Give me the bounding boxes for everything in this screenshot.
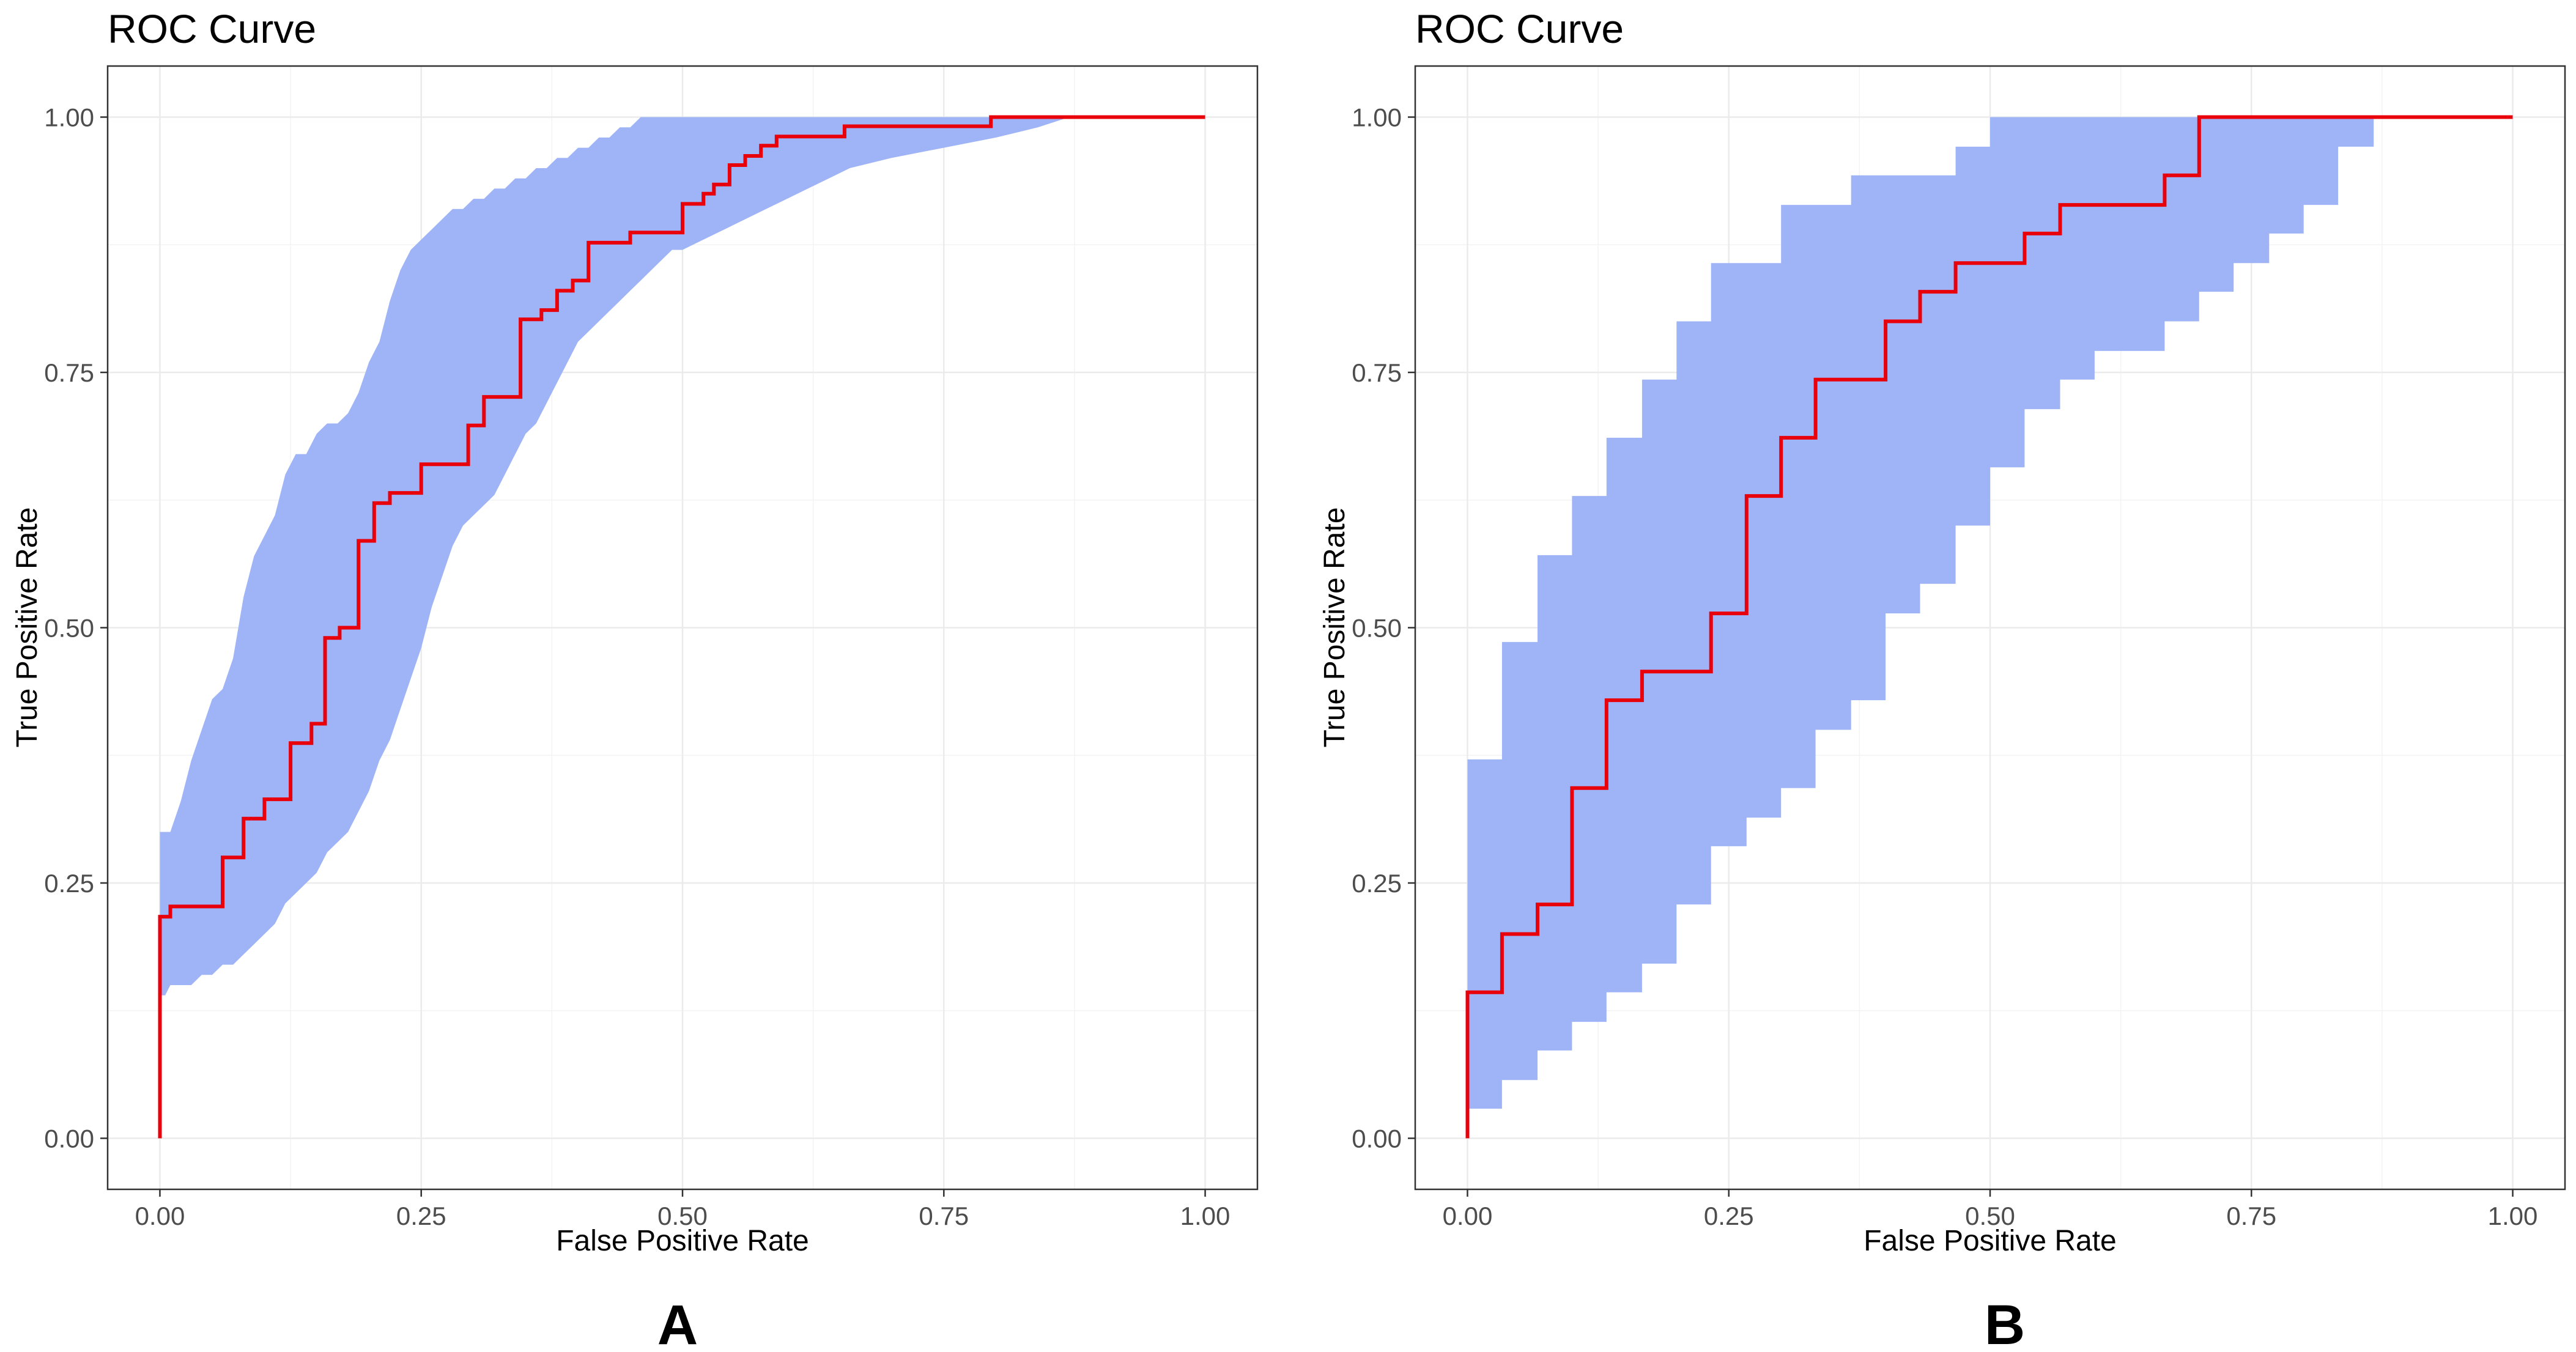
panel-b-roc-line [1465, 115, 2513, 1139]
x-tick-label: 0.00 [135, 1202, 185, 1230]
panel-b-title: ROC Curve [1415, 6, 1624, 51]
y-tick-label: 0.75 [44, 358, 94, 387]
x-tick-label: 0.75 [919, 1202, 969, 1230]
x-tick-label: 0.00 [1443, 1202, 1493, 1230]
x-tick-label: 1.00 [1180, 1202, 1231, 1230]
panel-a-title: ROC Curve [108, 6, 316, 51]
x-tick-label: 1.00 [2488, 1202, 2538, 1230]
y-tick-label: 1.00 [1352, 103, 1402, 132]
y-tick-label: 0.25 [1352, 869, 1402, 898]
panel-a-confidence-band [160, 117, 1205, 996]
panel-b-y-ticks: 0.00 0.25 0.50 0.75 1.00 [1352, 103, 1415, 1153]
panel-b: ROC Curve 0.00 0.25 0.50 0.75 1.00 0.000.250… [1319, 6, 2566, 1352]
panel-a-x-axis-label: False Positive Rate [556, 1225, 809, 1257]
panel-a: ROC Curve 0.00 0.25 0.50 0.75 1.00 0.000.250… [11, 6, 1259, 1352]
panel-b-x-ticks: 0.00 0.25 0.50 0.75 1.00 [1443, 1189, 2538, 1230]
panel-b-confidence-band [1467, 117, 2513, 1109]
y-tick-label: 0.50 [1352, 614, 1402, 643]
x-tick-label: 0.50 [1965, 1202, 2015, 1230]
panel-b-x-axis-label: False Positive Rate [1864, 1225, 2117, 1257]
x-tick-label: 0.50 [657, 1202, 708, 1230]
x-tick-label: 0.25 [1704, 1202, 1754, 1230]
x-tick-label: 0.75 [2226, 1202, 2276, 1230]
x-tick-label: 0.25 [396, 1202, 446, 1230]
panel-a-x-ticks: 0.00 0.25 0.50 0.75 1.00 [135, 1189, 1231, 1230]
y-tick-label: 1.00 [44, 103, 94, 132]
panel-a-y-axis-label: True Positive Rate [11, 507, 43, 747]
panel-a-roc-line [158, 115, 1205, 1139]
y-tick-label: 0.25 [44, 869, 94, 898]
panel-a-y-ticks: 0.00 0.25 0.50 0.75 1.00 [44, 103, 108, 1153]
y-tick-label: 0.75 [1352, 358, 1402, 387]
y-tick-label: 0.50 [44, 614, 94, 643]
y-tick-label: 0.00 [1352, 1125, 1402, 1153]
y-tick-label: 0.00 [44, 1125, 94, 1153]
panel-b-y-axis-label: True Positive Rate [1319, 507, 1351, 747]
panel-b-label: B [1985, 1294, 2025, 1352]
panel-a-label: A [657, 1294, 698, 1352]
